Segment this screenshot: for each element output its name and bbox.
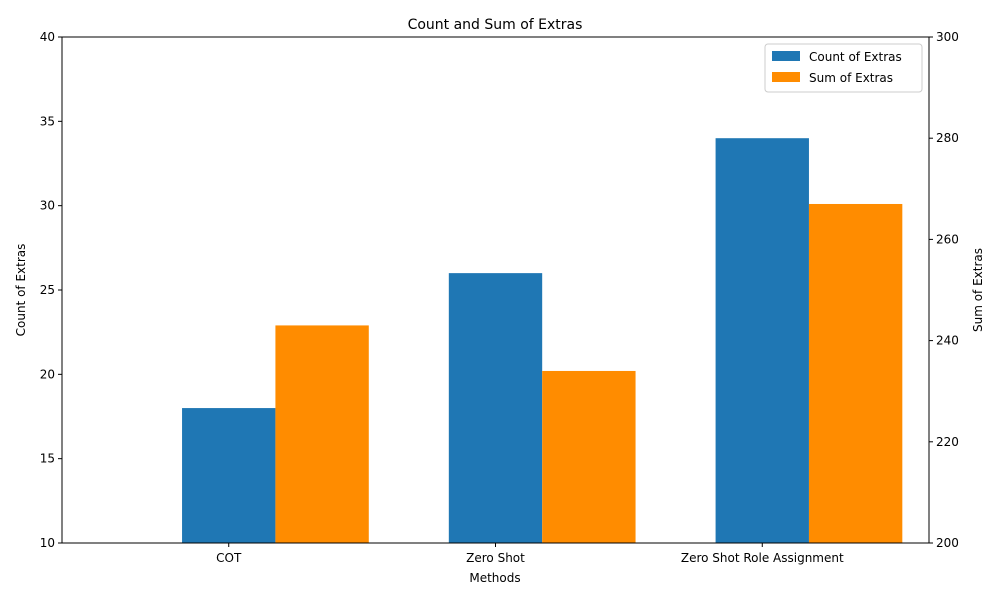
x-tick-label: Zero Shot [466, 551, 525, 565]
bar-sum-1 [542, 370, 636, 543]
left-y-tick-label: 20 [40, 367, 55, 381]
x-tick-label: Zero Shot Role Assignment [681, 551, 844, 565]
bar-sum-2 [808, 203, 903, 544]
bar-count-1 [448, 273, 543, 543]
legend-label-count: Count of Extras [809, 50, 902, 64]
plot-area [182, 138, 903, 544]
legend-swatch-sum [772, 72, 800, 82]
right-y-tick-label: 260 [936, 232, 959, 246]
legend-swatch-count [772, 51, 800, 61]
right-y-tick-label: 240 [936, 334, 959, 348]
right-y-tick-label: 220 [936, 435, 959, 449]
right-axis-label: Sum of Extras [971, 248, 985, 332]
right-y-tick-label: 200 [936, 536, 959, 550]
x-axis-label: Methods [469, 571, 520, 585]
legend-frame [764, 43, 923, 93]
left-y-tick-label: 30 [40, 199, 55, 213]
right-y-tick-label: 280 [936, 131, 959, 145]
bar-count-0 [182, 408, 276, 543]
left-y-tick-label: 25 [40, 283, 55, 297]
bar-sum-0 [275, 325, 369, 543]
chart-title: Count and Sum of Extras [408, 17, 583, 33]
legend: Count of Extras Sum of Extras [764, 43, 923, 93]
right-y-tick-label: 300 [936, 30, 959, 44]
x-tick-label: COT [216, 551, 242, 565]
left-y-tick-label: 35 [40, 114, 55, 128]
left-y-tick-label: 15 [40, 452, 55, 466]
left-y-tick-label: 40 [40, 30, 55, 44]
left-y-tick-label: 10 [40, 536, 55, 550]
left-axis-label: Count of Extras [14, 244, 28, 337]
legend-label-sum: Sum of Extras [809, 71, 893, 85]
bar-count-2 [715, 138, 809, 543]
axes: COT Zero Shot Zero Shot Role Assignment 10 1… [40, 30, 959, 565]
